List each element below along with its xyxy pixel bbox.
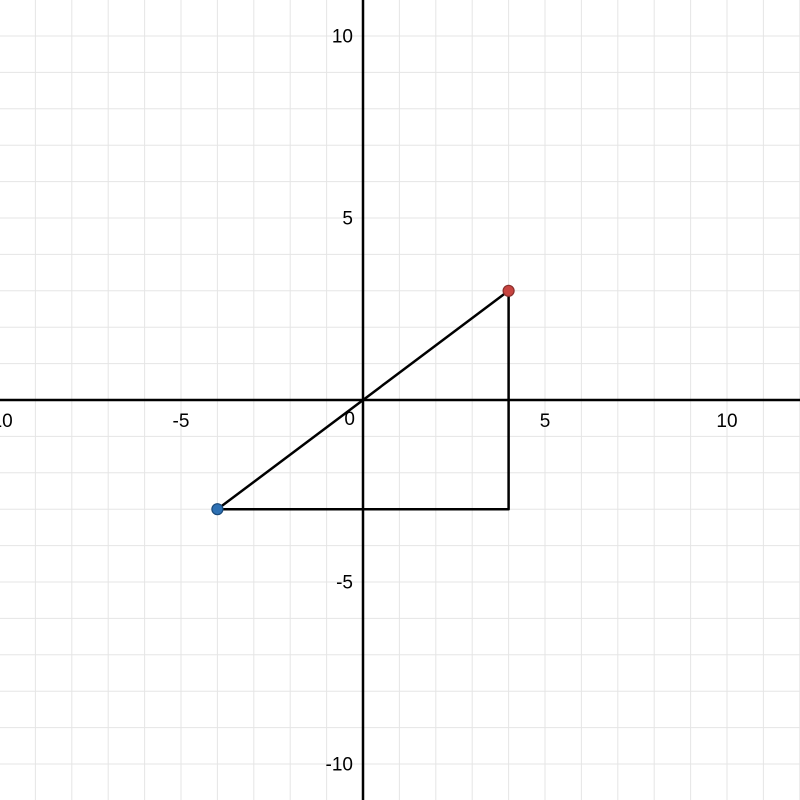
origin-label: 0: [344, 409, 355, 430]
plot-svg: -10 -5 5 10 -10 -5 5 10 0: [0, 0, 800, 800]
x-tick-label: -10: [0, 411, 13, 432]
x-tick-label: 10: [716, 411, 737, 432]
y-tick-label: -5: [336, 573, 353, 594]
coordinate-plane-chart: -10 -5 5 10 -10 -5 5 10 0: [0, 0, 800, 800]
point-0: [212, 504, 223, 515]
point-1: [503, 285, 514, 296]
y-tick-label: 10: [332, 27, 353, 48]
x-tick-label: 5: [540, 411, 551, 432]
y-tick-label: 5: [342, 209, 353, 230]
x-tick-label: -5: [173, 411, 190, 432]
y-tick-label: -10: [326, 755, 353, 776]
